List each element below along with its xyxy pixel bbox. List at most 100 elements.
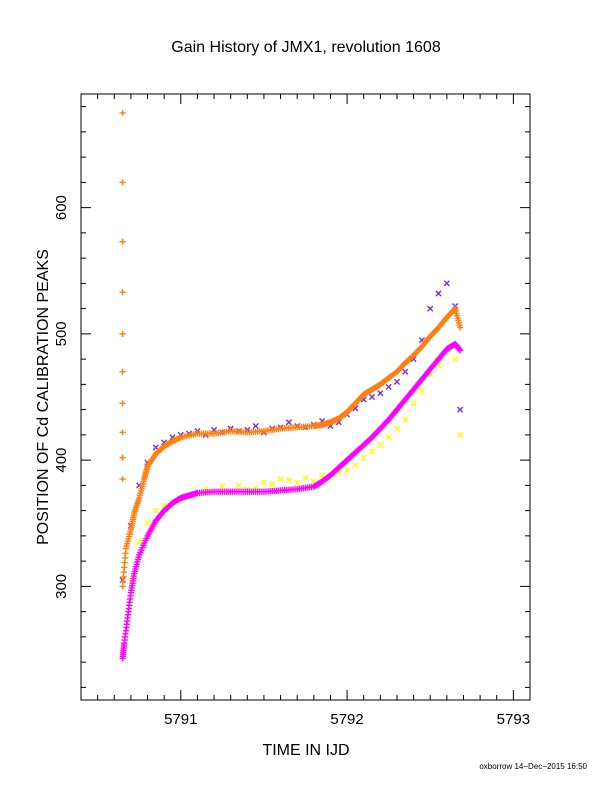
y-axis-label: POSITION OF Cd CALIBRATION PEAKS [35, 249, 52, 545]
data-point [457, 431, 464, 438]
data-point [443, 314, 450, 321]
data-point [227, 488, 234, 495]
data-point [402, 396, 409, 403]
data-point [410, 352, 417, 359]
y-tick-label: 500 [53, 321, 70, 346]
data-point [327, 472, 334, 479]
data-point [127, 526, 134, 533]
data-point [368, 448, 376, 455]
data-point [285, 419, 292, 426]
outlier-point [119, 368, 126, 375]
outlier-point [119, 475, 126, 483]
data-point [360, 454, 367, 461]
data-point [252, 422, 259, 430]
series-2 [119, 305, 464, 590]
data-point [177, 494, 184, 502]
x-tick-label: 5792 [330, 711, 363, 728]
data-point [277, 475, 284, 483]
data-point [244, 429, 251, 436]
data-point [393, 368, 401, 375]
outlier-point [119, 454, 126, 461]
data-point [377, 381, 384, 388]
data-point [335, 415, 342, 422]
outlier-point [119, 109, 126, 117]
data-point [121, 640, 128, 647]
outlier-point [119, 400, 126, 407]
data-point [377, 441, 384, 449]
data-point [235, 482, 243, 489]
data-point [410, 386, 417, 393]
chart-title: Gain History of JMX1, revolution 1608 [171, 39, 441, 56]
data-point [452, 340, 459, 348]
plot-frame [80, 93, 531, 701]
data-point [402, 416, 409, 423]
data-point [152, 517, 159, 524]
data-point [352, 462, 359, 469]
footer-stamp: oxborrow 14−Dec−2015 16:50 [479, 762, 587, 771]
data-point [124, 614, 131, 622]
data-point [144, 532, 151, 539]
data-point [368, 434, 376, 441]
data-point [457, 406, 464, 413]
data-point [368, 393, 376, 401]
data-point [260, 488, 268, 495]
data-point [294, 486, 301, 493]
outlier-point [119, 179, 126, 186]
data-point [385, 416, 392, 423]
data-point [360, 441, 367, 449]
x-tick-label: 5791 [164, 711, 197, 728]
data-point [136, 551, 143, 558]
data-point [210, 430, 218, 437]
data-point [310, 422, 317, 430]
data-point [319, 478, 326, 485]
data-point [335, 464, 342, 471]
data-point [343, 467, 351, 474]
outlier-point [119, 429, 126, 436]
data-point [418, 376, 426, 383]
data-point [368, 386, 376, 393]
data-point [161, 507, 168, 514]
data-point [443, 345, 450, 353]
data-point [127, 589, 134, 596]
data-point [452, 356, 459, 363]
data-point [152, 450, 159, 457]
data-point [435, 356, 442, 363]
data-point [418, 343, 426, 350]
data-point [393, 425, 401, 432]
data-point [352, 449, 359, 456]
data-point [161, 443, 168, 450]
outlier-point [119, 289, 126, 296]
y-tick-label: 400 [53, 448, 70, 473]
series-1 [119, 280, 464, 584]
data-point [418, 387, 426, 394]
data-point [244, 488, 251, 495]
data-point [385, 434, 392, 441]
data-point [277, 425, 284, 432]
data-point [385, 374, 392, 382]
data-point [393, 378, 401, 385]
data-point [144, 463, 151, 470]
data-point [427, 305, 434, 312]
series-3 [127, 349, 464, 584]
data-point [219, 483, 226, 490]
data-point [131, 570, 138, 577]
data-point [210, 488, 218, 495]
data-point [427, 366, 434, 373]
data-point [119, 583, 126, 590]
data-point [194, 430, 201, 437]
y-tick-label: 300 [53, 574, 70, 599]
data-point [402, 368, 409, 375]
data-point [343, 457, 351, 464]
data-point [277, 487, 284, 494]
x-tick-label: 5793 [497, 711, 530, 728]
outlier-series [119, 109, 126, 483]
data-point [435, 290, 442, 297]
data-point [302, 474, 309, 481]
data-point [377, 390, 384, 397]
data-point [327, 419, 334, 426]
data-point [260, 479, 268, 486]
data-point [152, 507, 159, 514]
data-point [343, 409, 351, 416]
data-point [169, 438, 176, 445]
data-point [310, 483, 317, 490]
